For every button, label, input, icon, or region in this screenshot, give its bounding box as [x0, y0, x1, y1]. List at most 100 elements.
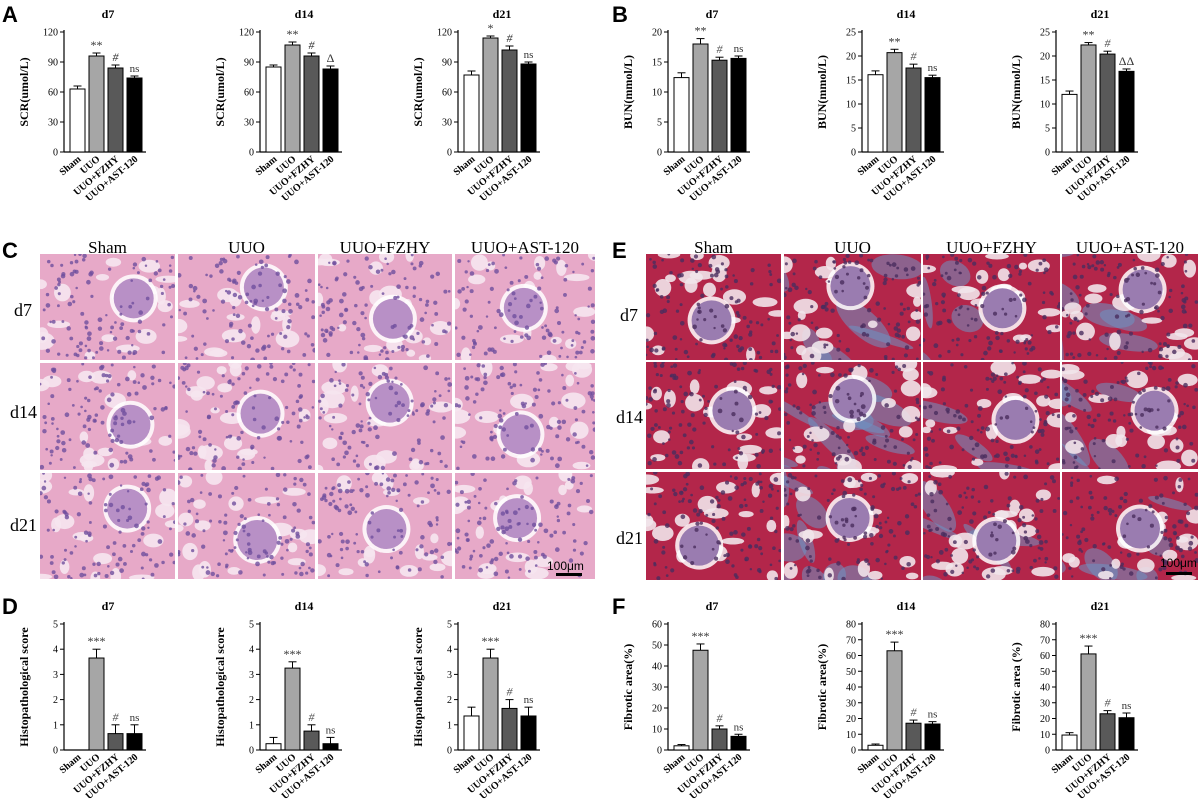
significance-label: **: [889, 34, 901, 48]
nucleus: [691, 446, 696, 450]
nucleus: [282, 515, 287, 520]
nucleus: [1176, 458, 1181, 463]
nucleus: [88, 375, 92, 379]
nucleus: [570, 478, 576, 484]
nucleus: [359, 424, 364, 429]
nucleus: [373, 425, 378, 431]
nucleus: [433, 300, 438, 305]
nucleus: [87, 492, 90, 495]
nucleus: [246, 557, 250, 560]
nucleus: [887, 322, 891, 326]
tubule-lumen: [540, 363, 558, 372]
nucleus: [1006, 569, 1011, 573]
significance-label: ΔΔ: [1119, 54, 1135, 68]
nucleus: [542, 554, 547, 559]
nucleus: [479, 553, 483, 558]
nucleus: [949, 527, 952, 531]
nucleus: [386, 494, 389, 498]
fibrosis-patch: [836, 298, 891, 348]
nucleus: [689, 439, 694, 445]
bar: [284, 667, 301, 751]
nucleus: [853, 450, 859, 456]
tubule-lumen: [1062, 553, 1076, 563]
nucleus: [129, 457, 134, 462]
tubule-lumen: [179, 299, 200, 308]
nucleus: [483, 375, 487, 380]
nucleus: [834, 538, 839, 543]
nucleus: [1142, 388, 1146, 393]
nucleus: [447, 541, 452, 547]
nucleus: [467, 519, 471, 523]
nucleus: [1075, 285, 1080, 290]
nucleus: [940, 274, 944, 278]
nucleus: [566, 511, 571, 516]
nucleus: [666, 402, 671, 408]
nucleus: [359, 383, 364, 388]
tubule-lumen: [976, 398, 992, 409]
nucleus: [120, 322, 125, 327]
nucleus: [1038, 557, 1041, 560]
nucleus: [1014, 454, 1018, 458]
nucleus: [110, 325, 114, 330]
tubule-lumen: [227, 567, 241, 575]
tubule-lumen: [997, 268, 1010, 282]
nucleus: [715, 526, 719, 530]
tubule-lumen: [765, 427, 781, 439]
nucleus: [809, 353, 815, 359]
chart-title: d7: [706, 7, 719, 21]
nucleus: [549, 426, 553, 430]
nucleus: [790, 346, 794, 350]
micrograph-image: [1062, 472, 1198, 580]
nucleus: [519, 256, 523, 260]
nucleus: [395, 565, 400, 570]
glomerulus: [240, 393, 281, 434]
nucleus: [251, 304, 255, 308]
nucleus: [1167, 377, 1172, 382]
nucleus: [409, 324, 414, 328]
nucleus: [234, 485, 239, 491]
nucleus: [1070, 481, 1074, 485]
nucleus: [120, 505, 125, 510]
nucleus: [477, 501, 481, 505]
nucleus: [1013, 475, 1017, 479]
nucleus: [884, 403, 889, 408]
nucleus: [507, 302, 513, 307]
he-row-d7: d7: [14, 300, 32, 320]
nucleus: [1084, 537, 1089, 543]
nucleus: [210, 571, 215, 577]
nucleus: [457, 259, 462, 264]
y-tick-label: 30: [442, 118, 452, 129]
nucleus: [402, 482, 407, 487]
nucleus: [481, 364, 486, 368]
tubule-lumen: [801, 346, 822, 360]
nucleus: [703, 318, 707, 322]
nucleus: [501, 529, 506, 535]
nucleus: [754, 412, 759, 416]
nucleus: [933, 410, 939, 416]
tubule-lumen: [338, 568, 354, 576]
nucleus: [318, 399, 322, 403]
nucleus: [787, 383, 792, 387]
nucleus: [238, 570, 243, 575]
tubule-lumen: [751, 482, 760, 498]
nucleus: [95, 386, 99, 391]
panel-label-b: B: [612, 2, 628, 27]
nucleus: [1039, 509, 1044, 514]
nucleus: [709, 499, 715, 504]
tubule-lumen: [689, 379, 700, 395]
nucleus: [149, 449, 153, 453]
micrograph-tile: [178, 363, 315, 470]
nucleus: [1194, 492, 1198, 497]
nucleus: [1044, 482, 1048, 486]
nucleus: [722, 462, 727, 467]
nucleus: [842, 257, 847, 262]
nucleus: [899, 311, 904, 316]
nucleus: [723, 347, 726, 350]
nucleus: [119, 312, 123, 316]
nucleus: [805, 569, 811, 574]
nucleus: [767, 493, 773, 498]
nucleus: [48, 461, 52, 465]
nucleus: [870, 505, 875, 510]
nucleus: [108, 502, 114, 508]
nucleus: [652, 283, 657, 288]
